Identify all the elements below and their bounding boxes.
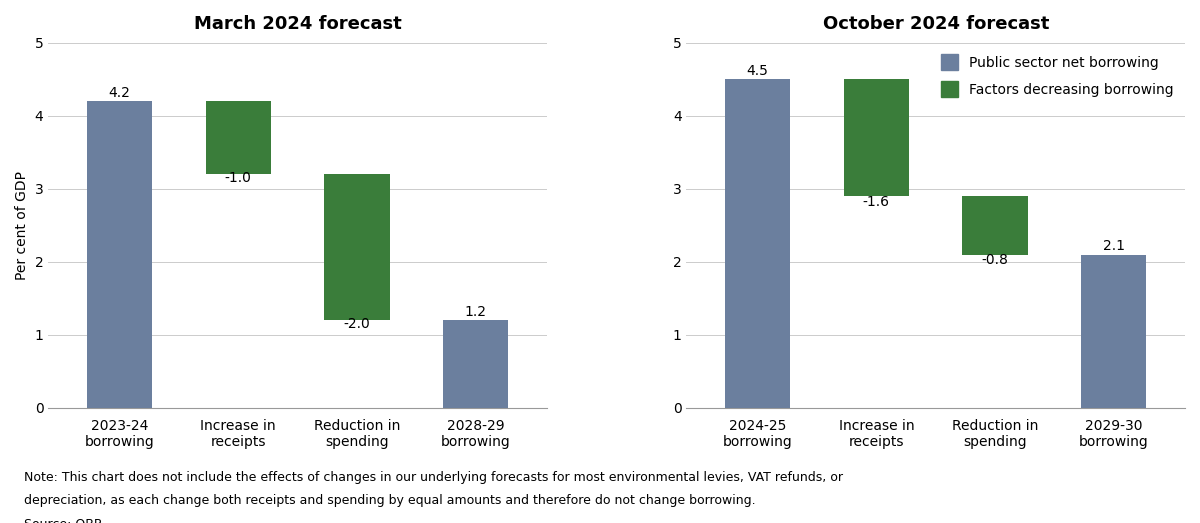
- Bar: [443, 320, 509, 408]
- Text: Source: OBR: Source: OBR: [24, 518, 103, 523]
- Text: -1.0: -1.0: [224, 171, 252, 185]
- Text: -2.0: -2.0: [343, 317, 371, 331]
- Title: October 2024 forecast: October 2024 forecast: [822, 15, 1049, 33]
- Y-axis label: Per cent of GDP: Per cent of GDP: [14, 171, 29, 280]
- Text: 4.5: 4.5: [746, 64, 769, 78]
- Text: 4.2: 4.2: [108, 86, 131, 100]
- Bar: [205, 101, 271, 174]
- Text: 2.1: 2.1: [1103, 239, 1124, 253]
- Bar: [962, 196, 1027, 255]
- Bar: [1081, 255, 1146, 408]
- Legend: Public sector net borrowing, Factors decreasing borrowing: Public sector net borrowing, Factors dec…: [937, 50, 1178, 101]
- Text: 1.2: 1.2: [464, 305, 487, 319]
- Bar: [725, 79, 791, 408]
- Title: March 2024 forecast: March 2024 forecast: [193, 15, 402, 33]
- Text: Note: This chart does not include the effects of changes in our underlying forec: Note: This chart does not include the ef…: [24, 471, 842, 484]
- Bar: [844, 79, 910, 196]
- Text: -1.6: -1.6: [863, 196, 890, 209]
- Text: depreciation, as each change both receipts and spending by equal amounts and the: depreciation, as each change both receip…: [24, 494, 756, 507]
- Bar: [86, 101, 152, 408]
- Text: -0.8: -0.8: [982, 253, 1008, 267]
- Bar: [324, 174, 390, 320]
